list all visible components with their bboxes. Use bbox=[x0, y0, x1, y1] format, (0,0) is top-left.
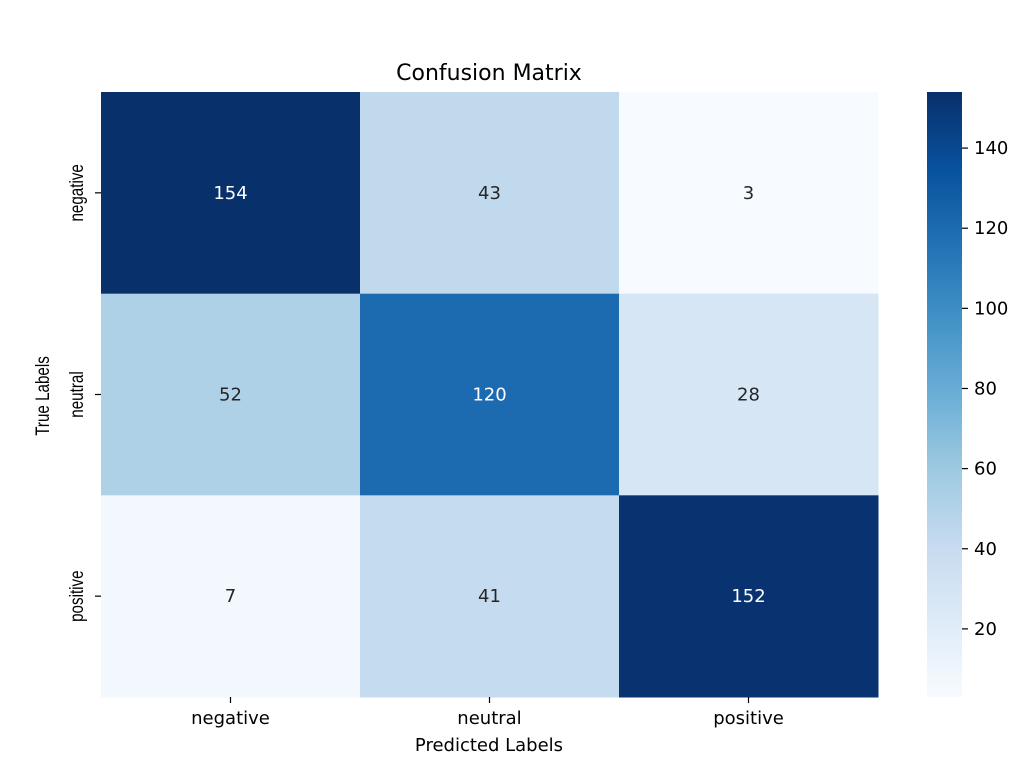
colorbar-ticks: 20 40 60 80 100 120 140 bbox=[962, 138, 1008, 640]
cell-value-label: 152 bbox=[731, 586, 765, 607]
colorbar-tick-label: 40 bbox=[974, 539, 997, 560]
y-axis-label: True Labels bbox=[31, 356, 53, 436]
heatmap-cell-positive-neutral bbox=[360, 495, 620, 698]
y-tick-label: negative bbox=[65, 164, 87, 221]
colorbar-tick-label: 60 bbox=[974, 459, 997, 480]
y-tick-label: positive bbox=[65, 570, 87, 621]
cell-value-label: 7 bbox=[225, 586, 236, 607]
x-tick-label: neutral bbox=[457, 708, 521, 729]
cell-value-label: 120 bbox=[472, 385, 506, 406]
heatmap-cell-negative-negative bbox=[101, 92, 361, 295]
cell-value-label: 3 bbox=[743, 183, 754, 204]
heatmap-cells: 154 43 3 52 120 28 7 41 152 bbox=[101, 92, 879, 698]
colorbar-tick-label: 80 bbox=[974, 378, 997, 399]
cell-value-label: 41 bbox=[478, 586, 501, 607]
cell-value-label: 28 bbox=[737, 385, 760, 406]
colorbar bbox=[927, 92, 962, 697]
heatmap-cell-negative-neutral bbox=[360, 92, 620, 295]
x-axis-label: Predicted Labels bbox=[415, 735, 563, 756]
heatmap-cell-neutral-neutral bbox=[360, 293, 620, 496]
colorbar-tick-label: 100 bbox=[974, 298, 1008, 319]
x-tick-label: negative bbox=[191, 708, 270, 729]
x-tick-label: positive bbox=[713, 708, 784, 729]
x-axis-ticks: negative neutral positive bbox=[191, 697, 784, 729]
cell-value-label: 154 bbox=[213, 183, 247, 204]
heatmap-cell-negative-positive bbox=[619, 92, 879, 295]
cell-value-label: 43 bbox=[478, 183, 501, 204]
colorbar-tick-label: 140 bbox=[974, 138, 1008, 159]
heatmap-cell-positive-negative bbox=[101, 495, 361, 698]
colorbar-tick-label: 20 bbox=[974, 619, 997, 640]
heatmap-cell-neutral-positive bbox=[619, 293, 879, 496]
cell-value-label: 52 bbox=[219, 385, 242, 406]
heatmap-cell-positive-positive bbox=[619, 495, 879, 698]
colorbar-tick-label: 120 bbox=[974, 218, 1008, 239]
heatmap-cell-neutral-negative bbox=[101, 293, 361, 496]
y-axis-ticks: negative neutral positive bbox=[65, 164, 101, 622]
y-tick-label: neutral bbox=[65, 371, 87, 417]
chart-title: Confusion Matrix bbox=[396, 61, 582, 86]
